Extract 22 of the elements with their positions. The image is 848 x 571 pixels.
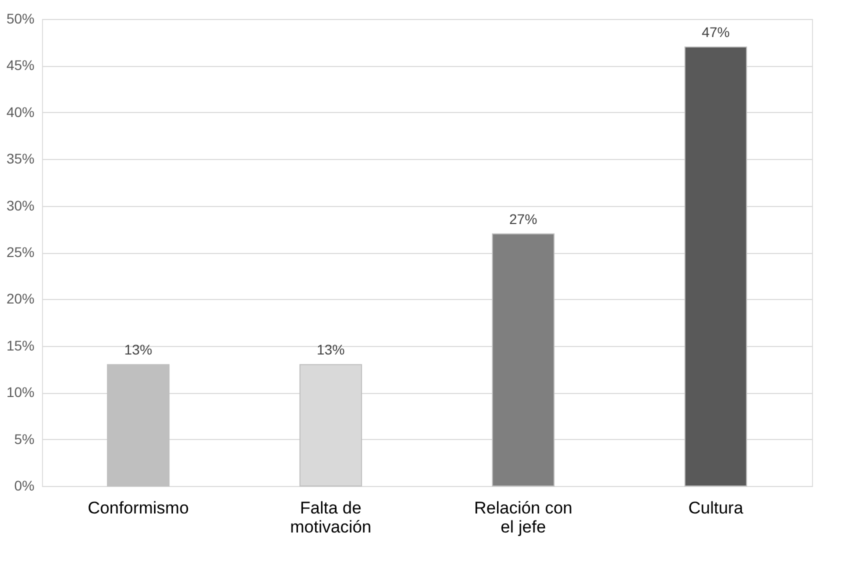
- bar: [492, 233, 555, 486]
- bar: [684, 46, 748, 486]
- bar: [106, 364, 170, 486]
- x-tick-label: Falta de motivación: [290, 498, 372, 536]
- x-tick-label: Conformismo: [88, 498, 189, 518]
- y-tick-label: 10%: [6, 384, 34, 400]
- y-tick-label: 20%: [6, 290, 34, 307]
- y-tick-label: 5%: [14, 430, 34, 447]
- y-tick-label: 45%: [6, 57, 34, 74]
- data-label: 27%: [509, 210, 538, 227]
- data-label: 13%: [316, 342, 345, 358]
- y-tick-label: 25%: [6, 244, 34, 260]
- x-tick-label: Relación con el jefe: [474, 498, 572, 536]
- y-tick-label: 0%: [14, 478, 34, 494]
- y-tick-label: 15%: [6, 337, 34, 354]
- data-label: 13%: [124, 342, 152, 358]
- data-label: 47%: [702, 24, 730, 40]
- y-tick-label: 30%: [6, 197, 34, 214]
- y-tick-label: 35%: [6, 150, 34, 167]
- x-tick-label: Cultura: [688, 498, 744, 518]
- y-tick-label: 40%: [6, 104, 34, 120]
- y-tick-label: 50%: [6, 10, 34, 26]
